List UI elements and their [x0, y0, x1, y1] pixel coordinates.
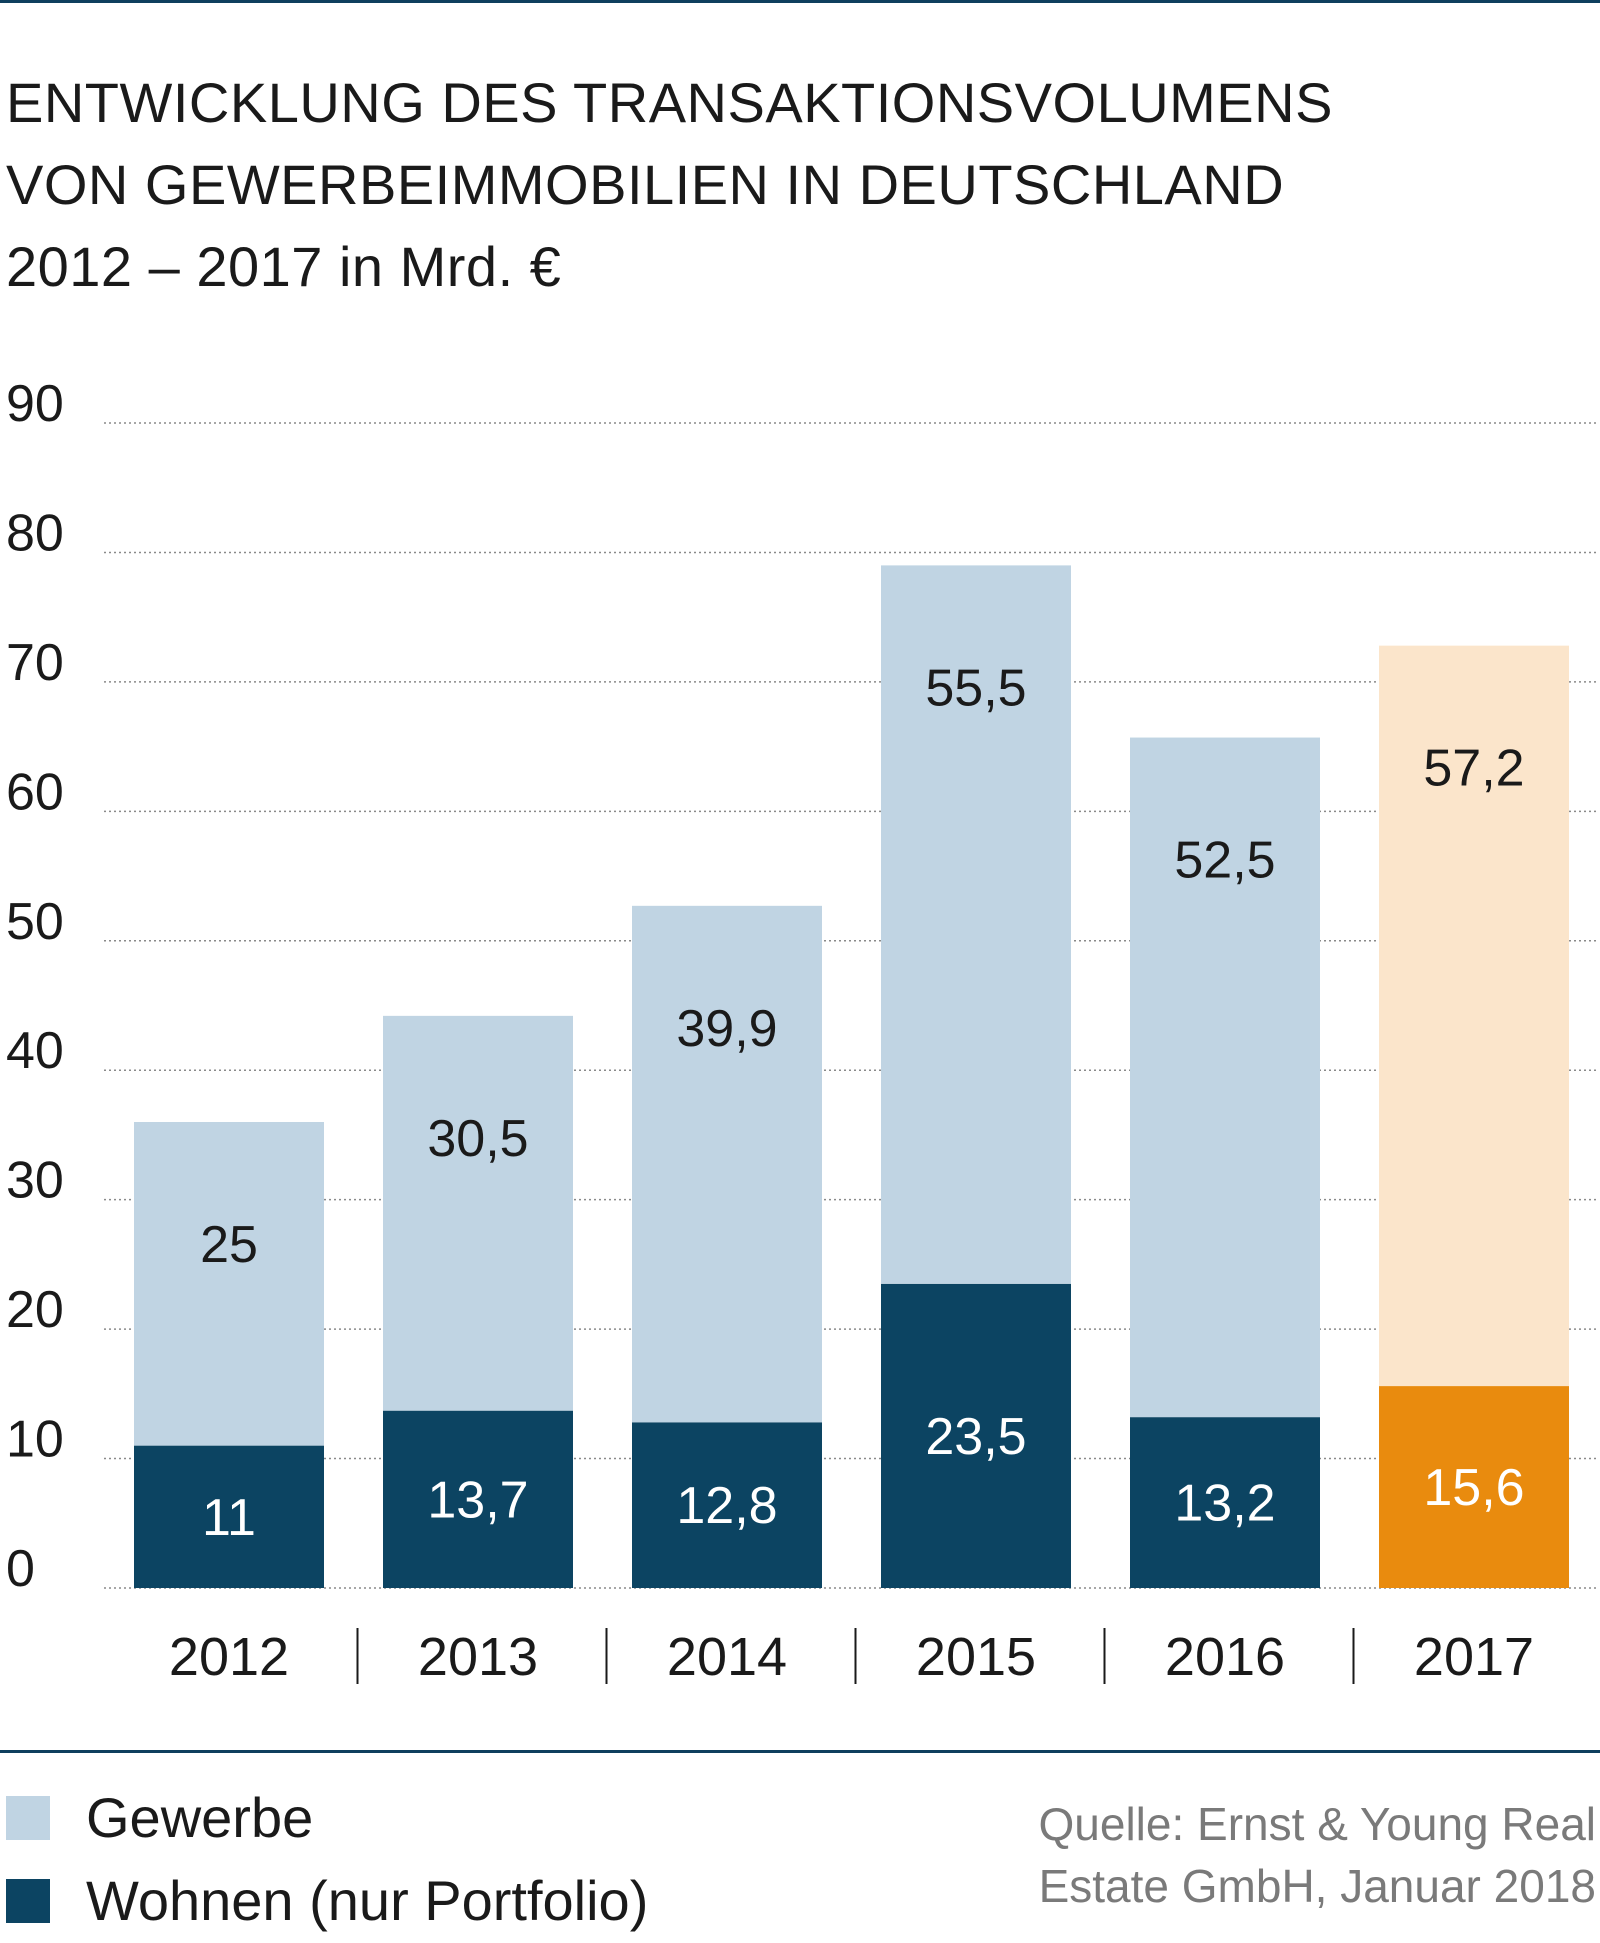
x-tick-label-2012: 2012 [169, 1627, 289, 1687]
top-rule [0, 0, 1600, 3]
y-tick-label-10: 10 [6, 1411, 64, 1469]
y-tick-label-70: 70 [6, 634, 64, 692]
bar-gewerbe-2013 [383, 1015, 573, 1411]
data-label-wohnen-2012: 11 [202, 1489, 256, 1547]
title-line-3: 2012 – 2017 in Mrd. € [6, 235, 562, 298]
bar-wohnen-2014 [632, 1422, 822, 1588]
legend-label-gewerbe: Gewerbe [86, 1786, 314, 1849]
stacked-bar-chart: 11 25 13,7 30,5 12,8 39,9 23,5 55,5 13,2 52,5 15,6… [6, 375, 1597, 1687]
bar-wohnen-2012 [134, 1445, 324, 1588]
data-label-gewerbe-2016: 52,5 [1174, 832, 1275, 890]
legend-item-wohnen: Wohnen (nur Portfolio) [6, 1868, 648, 1933]
y-tick-label-0: 0 [6, 1540, 35, 1598]
bar-gewerbe-2017 [1379, 645, 1569, 1387]
y-tick-label-90: 90 [6, 375, 64, 433]
bar-gewerbe-2016 [1130, 737, 1320, 1418]
bar-wohnen-2017 [1379, 1386, 1569, 1588]
x-tick-label-2015: 2015 [916, 1627, 1036, 1687]
data-label-gewerbe-2013: 30,5 [427, 1110, 528, 1168]
x-tick-label-2016: 2016 [1165, 1627, 1285, 1687]
x-tick-label-2014: 2014 [667, 1627, 787, 1687]
y-tick-label-60: 60 [6, 763, 64, 821]
legend-divider [0, 1750, 1600, 1753]
data-label-gewerbe-2014: 39,9 [676, 1000, 777, 1058]
data-label-gewerbe-2015: 55,5 [925, 659, 1026, 717]
data-label-wohnen-2014: 12,8 [676, 1477, 777, 1535]
bar-gewerbe-2012 [134, 1122, 324, 1446]
y-tick-label-30: 30 [6, 1152, 64, 1210]
bar-wohnen-2015 [881, 1283, 1071, 1588]
bar-gewerbe-2015 [881, 565, 1071, 1284]
legend-item-gewerbe: Gewerbe [6, 1785, 313, 1850]
data-label-gewerbe-2017: 57,2 [1423, 740, 1524, 798]
x-tick-label-2013: 2013 [418, 1627, 538, 1687]
x-tick-label-2017: 2017 [1414, 1627, 1534, 1687]
y-tick-label-20: 20 [6, 1281, 64, 1339]
title-line-2: VON GEWERBEIMMOBILIEN IN DEUTSCHLAND [6, 153, 1285, 216]
y-tick-label-50: 50 [6, 893, 64, 951]
chart-title: ENTWICKLUNG DES TRANSAKTIONSVOLUMENS VON… [6, 62, 1566, 308]
source-note: Quelle: Ernst & Young Real Estate GmbH, … [1039, 1793, 1596, 1917]
legend-swatch-gewerbe [6, 1795, 50, 1840]
legend-swatch-wohnen [6, 1878, 50, 1923]
bar-wohnen-2013 [383, 1410, 573, 1588]
data-label-gewerbe-2012: 25 [200, 1216, 258, 1274]
bar-gewerbe-2014 [632, 905, 822, 1423]
bar-wohnen-2016 [1130, 1417, 1320, 1588]
source-line-1: Quelle: Ernst & Young Real [1038, 1798, 1596, 1850]
y-tick-label-40: 40 [6, 1022, 64, 1080]
legend-label-wohnen: Wohnen (nur Portfolio) [86, 1869, 649, 1932]
data-label-wohnen-2017: 15,6 [1423, 1459, 1524, 1517]
y-tick-label-80: 80 [6, 504, 64, 562]
data-label-wohnen-2016: 13,2 [1174, 1475, 1275, 1533]
source-line-2: Estate GmbH, Januar 2018 [1038, 1860, 1596, 1912]
data-label-wohnen-2013: 13,7 [427, 1471, 528, 1529]
data-label-wohnen-2015: 23,5 [925, 1408, 1026, 1466]
title-line-1: ENTWICKLUNG DES TRANSAKTIONSVOLUMENS [6, 71, 1333, 134]
